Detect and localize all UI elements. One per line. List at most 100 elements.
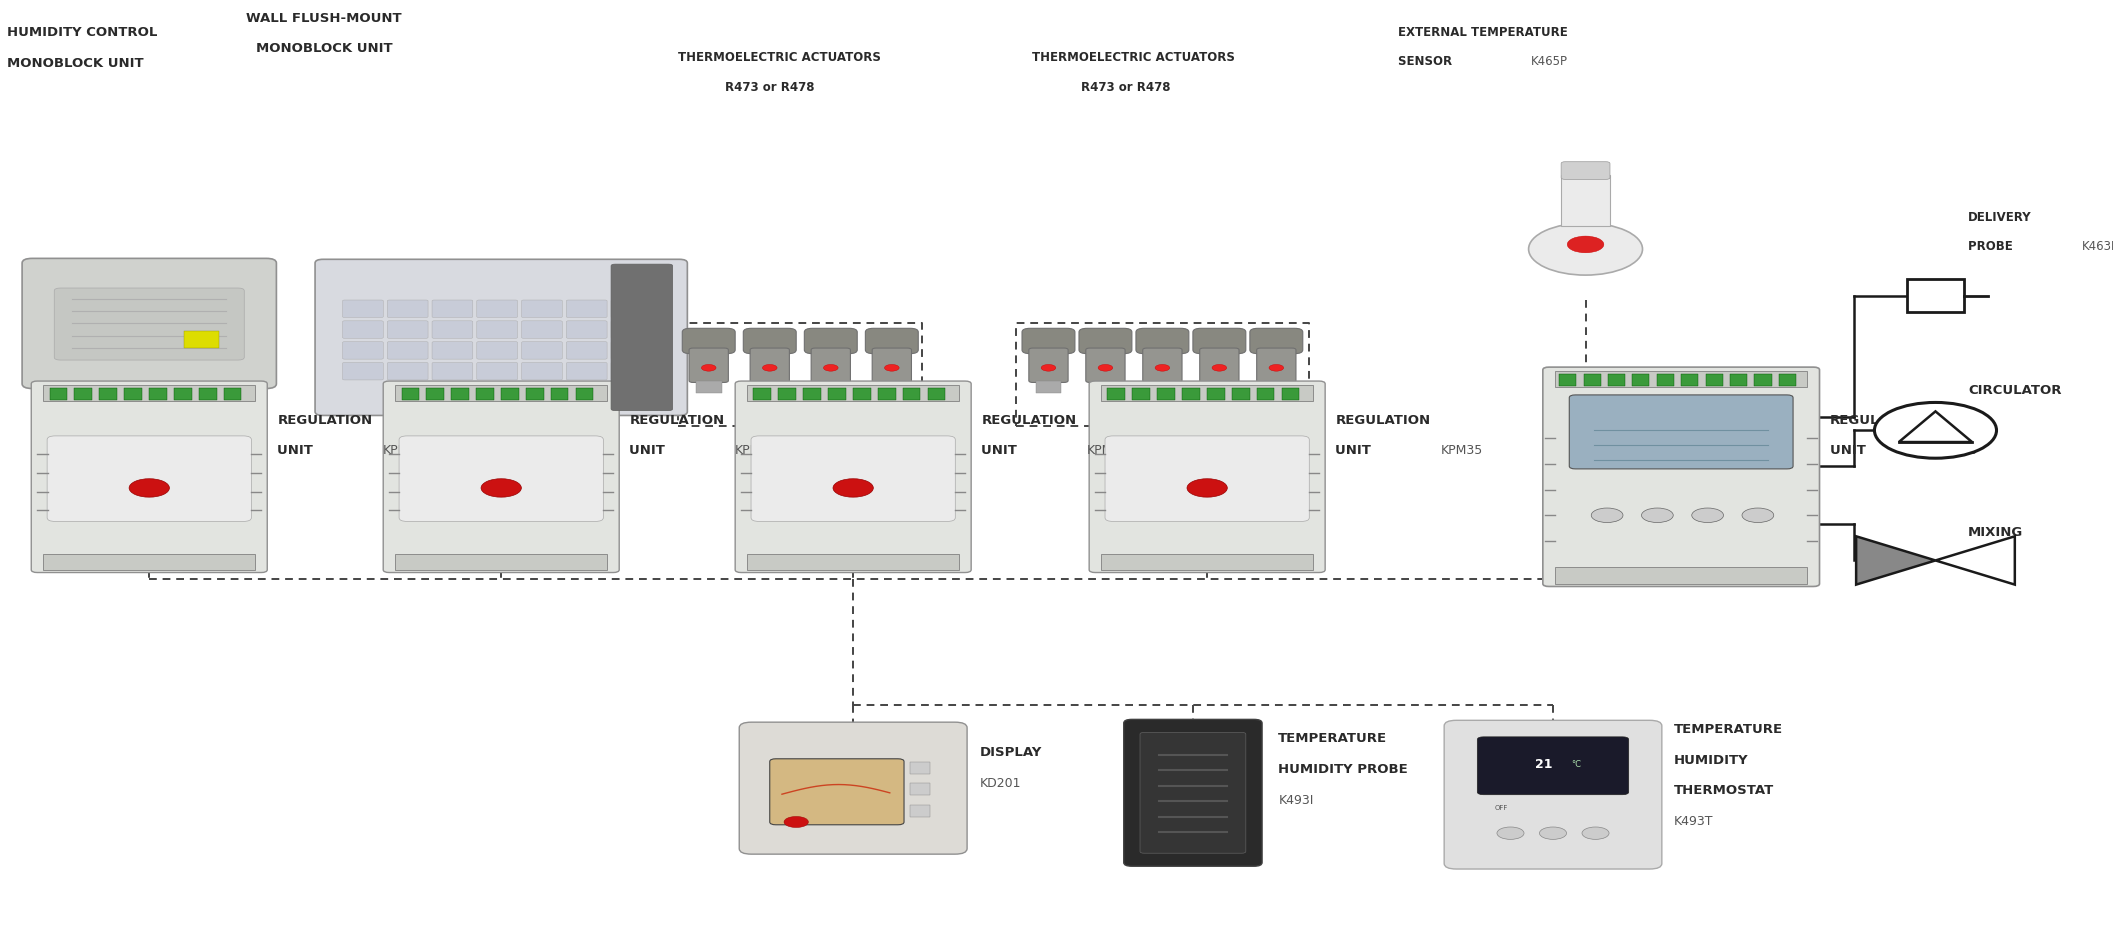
Circle shape: [1540, 827, 1566, 840]
Circle shape: [1188, 479, 1228, 497]
Bar: [1555, 567, 1807, 583]
FancyBboxPatch shape: [431, 363, 473, 380]
FancyBboxPatch shape: [611, 265, 672, 410]
Bar: [1101, 385, 1312, 400]
Polygon shape: [1855, 537, 1936, 584]
Text: R473 or R478: R473 or R478: [1082, 80, 1171, 94]
Text: MONOBLOCK UNIT: MONOBLOCK UNIT: [256, 42, 393, 55]
Text: DISPLAY: DISPLAY: [978, 746, 1042, 759]
Bar: [1583, 374, 1602, 386]
Bar: [1633, 374, 1650, 386]
Circle shape: [1591, 508, 1623, 523]
FancyBboxPatch shape: [522, 300, 562, 318]
FancyBboxPatch shape: [431, 300, 473, 318]
FancyBboxPatch shape: [769, 759, 904, 825]
FancyBboxPatch shape: [611, 300, 651, 318]
FancyBboxPatch shape: [382, 381, 619, 572]
FancyBboxPatch shape: [431, 321, 473, 338]
Bar: [1149, 381, 1175, 394]
Bar: [452, 389, 469, 399]
Text: K493T: K493T: [1673, 815, 1714, 828]
Bar: [1657, 374, 1673, 386]
FancyBboxPatch shape: [1443, 720, 1661, 869]
Text: PROBE: PROBE: [1967, 239, 2018, 252]
FancyBboxPatch shape: [315, 259, 687, 415]
FancyBboxPatch shape: [478, 321, 518, 338]
FancyBboxPatch shape: [387, 321, 429, 338]
Bar: [395, 385, 606, 400]
Text: UNIT: UNIT: [630, 444, 670, 457]
Circle shape: [1156, 365, 1171, 371]
Bar: [1183, 389, 1200, 399]
Circle shape: [1270, 365, 1283, 371]
Circle shape: [763, 365, 778, 371]
Circle shape: [1213, 365, 1228, 371]
FancyBboxPatch shape: [682, 328, 735, 353]
Bar: [395, 554, 606, 569]
Bar: [748, 554, 959, 569]
Text: KPM35: KPM35: [382, 444, 425, 457]
FancyBboxPatch shape: [342, 300, 382, 318]
Bar: [1107, 389, 1124, 399]
FancyBboxPatch shape: [46, 436, 251, 522]
Bar: [1133, 389, 1149, 399]
FancyBboxPatch shape: [1477, 737, 1629, 795]
FancyBboxPatch shape: [566, 300, 606, 318]
Bar: [1779, 374, 1796, 386]
Text: UNIT: UNIT: [1335, 444, 1376, 457]
Circle shape: [1496, 827, 1523, 840]
Circle shape: [824, 365, 839, 371]
Text: VALVE: VALVE: [1967, 556, 2014, 569]
FancyBboxPatch shape: [1029, 348, 1067, 382]
FancyBboxPatch shape: [387, 341, 429, 359]
FancyBboxPatch shape: [478, 363, 518, 380]
Bar: [818, 381, 843, 394]
Text: UNIT: UNIT: [980, 444, 1023, 457]
Bar: [778, 389, 797, 399]
Bar: [756, 381, 782, 394]
Bar: [1264, 381, 1289, 394]
FancyBboxPatch shape: [689, 348, 729, 382]
Circle shape: [1042, 365, 1056, 371]
Text: HUMIDITY PROBE: HUMIDITY PROBE: [1278, 763, 1407, 776]
FancyBboxPatch shape: [611, 341, 651, 359]
FancyBboxPatch shape: [342, 321, 382, 338]
Text: REGULATION: REGULATION: [1335, 413, 1431, 426]
Circle shape: [129, 479, 169, 497]
Text: KPM35: KPM35: [1086, 444, 1128, 457]
Bar: [1731, 374, 1747, 386]
FancyBboxPatch shape: [522, 321, 562, 338]
Bar: [1207, 381, 1232, 394]
Bar: [1207, 389, 1226, 399]
Text: REGULATION: REGULATION: [630, 413, 725, 426]
Circle shape: [1741, 508, 1773, 523]
FancyBboxPatch shape: [866, 328, 919, 353]
FancyBboxPatch shape: [611, 363, 651, 380]
FancyBboxPatch shape: [1200, 348, 1238, 382]
Polygon shape: [1936, 537, 2016, 584]
Bar: [526, 389, 543, 399]
FancyBboxPatch shape: [1124, 719, 1261, 866]
Bar: [879, 381, 904, 394]
Bar: [911, 784, 930, 796]
Bar: [49, 389, 68, 399]
FancyBboxPatch shape: [387, 363, 429, 380]
FancyBboxPatch shape: [1137, 328, 1190, 353]
FancyBboxPatch shape: [1194, 328, 1247, 353]
FancyBboxPatch shape: [1570, 395, 1794, 468]
Bar: [911, 762, 930, 773]
Bar: [1257, 389, 1274, 399]
Circle shape: [1642, 508, 1673, 523]
FancyBboxPatch shape: [805, 328, 858, 353]
Bar: [184, 331, 220, 348]
FancyBboxPatch shape: [1105, 436, 1310, 522]
FancyBboxPatch shape: [1088, 381, 1325, 572]
Text: MONOBLOCK UNIT: MONOBLOCK UNIT: [6, 57, 144, 70]
Text: KPM35: KPM35: [735, 444, 778, 457]
Circle shape: [702, 365, 716, 371]
Circle shape: [784, 816, 809, 827]
Bar: [911, 805, 930, 817]
Text: R473 or R478: R473 or R478: [725, 80, 814, 94]
Bar: [928, 389, 945, 399]
Polygon shape: [1900, 411, 1971, 442]
